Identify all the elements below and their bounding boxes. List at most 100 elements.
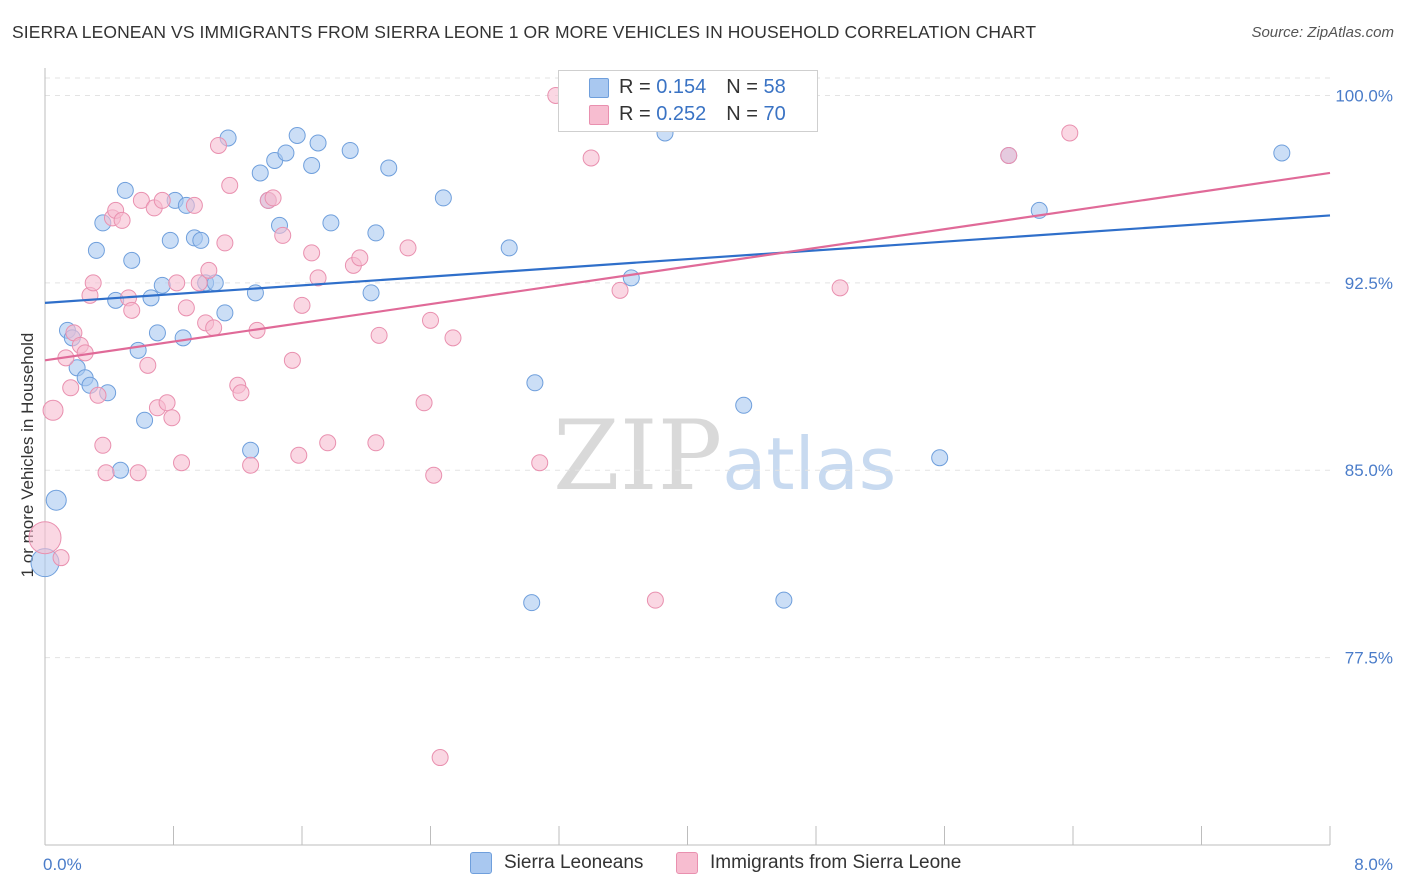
- immigrant-point: [351, 249, 369, 267]
- y-tick-label: 85.0%: [1345, 461, 1393, 480]
- immigrant-point: [283, 351, 301, 369]
- legend-n-value-pink: 70: [763, 102, 786, 125]
- immigrant-point: [422, 311, 439, 329]
- legend-r-label: R =: [619, 75, 651, 98]
- immigrant-point: [190, 274, 208, 292]
- legend-n-value-blue: 58: [763, 75, 786, 98]
- series-immigrants-points: [28, 86, 1079, 767]
- immigrant-point: [444, 329, 462, 347]
- sierra-leonean-point: [277, 144, 295, 162]
- bottom-legend-swatch-pink: [676, 852, 698, 874]
- sierra-leonean-point: [116, 181, 134, 199]
- immigrant-point: [370, 326, 388, 344]
- immigrant-point: [153, 191, 171, 209]
- chart-title: SIERRA LEONEAN VS IMMIGRANTS FROM SIERRA…: [12, 22, 1037, 42]
- sierra-leonean-point: [242, 441, 260, 459]
- sierra-leonean-point: [216, 304, 234, 322]
- y-tick-label: 77.5%: [1345, 649, 1393, 668]
- immigrant-point: [221, 176, 239, 194]
- sierra-leonean-point: [735, 396, 753, 414]
- immigrant-point: [242, 456, 260, 474]
- y-tick-label: 92.5%: [1345, 274, 1393, 293]
- immigrant-point: [28, 521, 62, 555]
- axes: [44, 68, 1331, 846]
- watermark: ZIPatlas: [553, 400, 896, 512]
- sierra-leonean-point: [123, 251, 141, 269]
- immigrant-point: [399, 239, 417, 257]
- x-tick-label: 0.0%: [43, 855, 82, 874]
- sierra-leonean-point: [931, 449, 949, 467]
- immigrant-point: [431, 749, 449, 767]
- immigrant-point: [264, 189, 282, 207]
- legend-n-label: N =: [726, 102, 758, 125]
- sierra-leonean-point: [45, 489, 67, 511]
- immigrant-point: [425, 466, 443, 484]
- x-tick-label: 8.0%: [1354, 855, 1393, 874]
- immigrant-point: [89, 386, 107, 404]
- immigrant-point: [309, 269, 327, 287]
- sierra-leonean-point: [148, 324, 166, 342]
- sierra-leonean-point: [341, 141, 359, 159]
- immigrant-point: [168, 274, 186, 292]
- gridlines: [45, 77, 1330, 659]
- immigrant-point: [531, 454, 549, 472]
- immigrant-point: [113, 211, 131, 229]
- watermark-atlas: atlas: [722, 422, 897, 506]
- immigrant-point: [611, 281, 629, 299]
- watermark-zip: ZIP: [553, 400, 723, 512]
- legend-r-value-pink: 0.252: [656, 102, 707, 125]
- sierra-leonean-point: [153, 276, 171, 294]
- trend-lines: [44, 171, 1331, 362]
- immigrant-point: [646, 591, 664, 609]
- immigrant-point: [94, 436, 112, 454]
- immigrant-point: [139, 356, 157, 374]
- sierra-leonean-point: [288, 126, 306, 144]
- immigrant-point: [200, 261, 218, 279]
- sierra-leonean-point: [500, 239, 518, 257]
- legend-row-pink: R = 0.252 N = 70: [619, 101, 786, 127]
- sierra-leonean-point: [309, 134, 327, 152]
- sierra-leonean-point: [367, 224, 385, 242]
- source-label: Source: ZipAtlas.com: [1251, 24, 1394, 41]
- legend-row-blue: R = 0.154 N = 58: [619, 74, 786, 100]
- bottom-legend-swatch-blue: [470, 852, 492, 874]
- sierra-leonean-point: [303, 156, 321, 174]
- sierra-leonean-point: [136, 411, 154, 429]
- immigrant-point: [62, 379, 80, 397]
- immigrant-point: [1000, 146, 1018, 164]
- immigrant-point: [42, 399, 64, 421]
- immigrant-point: [185, 196, 203, 214]
- sierra-leonean-point: [1273, 144, 1291, 162]
- sierra-leonean-point: [87, 241, 105, 259]
- immigrant-point: [158, 394, 176, 412]
- bottom-legend-blue: Sierra Leoneans: [470, 852, 643, 874]
- immigrant-point: [84, 274, 102, 292]
- trend-line-sierra-leoneans: [44, 214, 1331, 304]
- immigrant-point: [52, 549, 70, 567]
- legend-r-label: R =: [619, 102, 651, 125]
- immigrant-point: [163, 409, 181, 427]
- immigrant-point: [415, 394, 433, 412]
- sierra-leonean-point: [526, 374, 544, 392]
- immigrant-point: [205, 319, 223, 337]
- sierra-leonean-point: [380, 159, 398, 177]
- sierra-leonean-point: [129, 341, 147, 359]
- immigrant-point: [274, 226, 292, 244]
- immigrant-point: [177, 299, 195, 317]
- sierra-leonean-point: [622, 269, 640, 287]
- immigrant-point: [293, 296, 311, 314]
- sierra-leonean-point: [434, 189, 452, 207]
- sierra-leonean-point: [523, 594, 541, 612]
- series-sierra-leoneans-points: [30, 86, 1291, 612]
- sierra-leonean-point: [142, 289, 160, 307]
- immigrant-point: [582, 149, 600, 167]
- bottom-legend-label-pink: Immigrants from Sierra Leone: [710, 852, 962, 873]
- legend-swatch-blue: [589, 78, 609, 98]
- immigrant-point: [367, 434, 385, 452]
- legend-swatch-pink: [589, 105, 609, 125]
- immigrant-point: [123, 301, 141, 319]
- immigrant-point: [173, 454, 191, 472]
- sierra-leonean-point: [775, 591, 793, 609]
- trend-line-immigrants: [44, 171, 1331, 362]
